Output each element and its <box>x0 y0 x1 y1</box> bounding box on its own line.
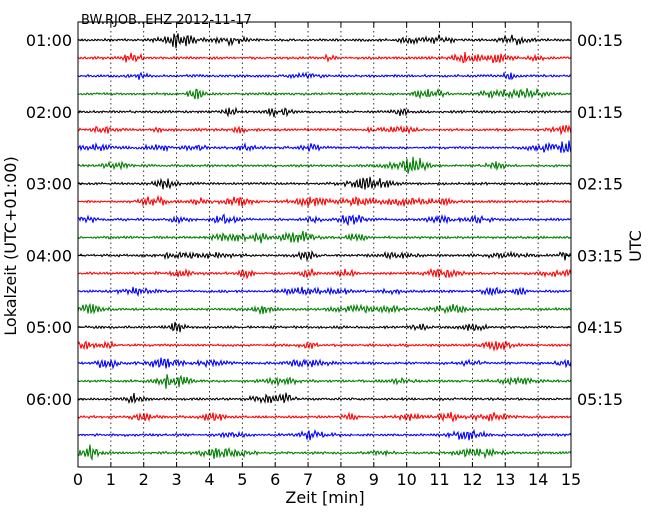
x-tick-label: 4 <box>204 470 214 489</box>
trace-line <box>77 140 572 154</box>
plot-frame <box>77 21 572 468</box>
x-tick-label: 8 <box>336 470 346 489</box>
chart-title: BW.RJOB..EHZ 2012-11-17 <box>81 13 252 28</box>
trace-line <box>77 392 572 405</box>
x-tick-label: 0 <box>73 470 83 489</box>
left-ticks-group: 01:00 02:00 03:00 04:00 05:00 06:00 <box>26 31 83 409</box>
trace-line <box>77 249 572 262</box>
x-tick-label: 7 <box>303 470 313 489</box>
trace-line <box>77 340 572 352</box>
traces-group <box>77 33 572 462</box>
trace-line <box>77 321 572 333</box>
trace-line <box>77 124 572 136</box>
x-axis-label: Zeit [min] <box>285 488 364 507</box>
trace-line <box>77 71 572 81</box>
left-axis-label: Lokalzeit (UTC+01:00) <box>1 156 20 335</box>
right-tick-label: 02:15 <box>577 175 623 194</box>
trace-line <box>77 213 572 227</box>
trace-line <box>77 87 572 100</box>
right-tick-label: 05:15 <box>577 390 623 409</box>
grid-group <box>110 22 539 467</box>
x-tick-label: 5 <box>237 470 247 489</box>
x-tick-label: 14 <box>528 470 548 489</box>
x-tick-label: 12 <box>462 470 482 489</box>
trace-line <box>77 267 572 280</box>
trace-line <box>77 286 572 298</box>
left-tick-label: 05:00 <box>26 318 72 337</box>
trace-line <box>77 156 572 174</box>
right-ticks-group: 00:15 01:15 02:15 03:15 04:15 05:15 <box>566 31 623 409</box>
x-tick-label: 13 <box>495 470 515 489</box>
x-tick-label: 11 <box>429 470 449 489</box>
trace-line <box>77 444 572 462</box>
trace-line <box>77 194 572 208</box>
x-tick-label: 15 <box>561 470 581 489</box>
x-tick-label: 6 <box>270 470 280 489</box>
trace-line <box>77 106 572 118</box>
trace-line <box>77 302 572 316</box>
trace-line <box>77 374 572 389</box>
x-tick-label: 2 <box>139 470 149 489</box>
x-tick-label: 3 <box>172 470 182 489</box>
trace-line <box>77 411 572 423</box>
right-axis-label: UTC <box>626 230 645 262</box>
right-tick-label: 04:15 <box>577 318 623 337</box>
trace-line <box>77 176 572 190</box>
left-tick-label: 02:00 <box>26 103 72 122</box>
x-tick-label: 10 <box>396 470 416 489</box>
left-tick-label: 03:00 <box>26 175 72 194</box>
right-tick-label: 00:15 <box>577 31 623 50</box>
x-ticks-group: 0 1 2 3 4 5 6 7 8 9 10 11 12 13 14 15 <box>73 22 581 489</box>
right-tick-label: 03:15 <box>577 246 623 265</box>
trace-line <box>77 51 572 64</box>
right-tick-label: 01:15 <box>577 103 623 122</box>
x-tick-label: 9 <box>369 470 379 489</box>
trace-line <box>77 357 572 370</box>
trace-line <box>77 33 572 49</box>
x-tick-label: 1 <box>106 470 116 489</box>
trace-line <box>77 230 572 244</box>
left-tick-label: 01:00 <box>26 31 72 50</box>
left-tick-label: 04:00 <box>26 246 72 265</box>
trace-line <box>77 428 572 441</box>
left-tick-label: 06:00 <box>26 390 72 409</box>
